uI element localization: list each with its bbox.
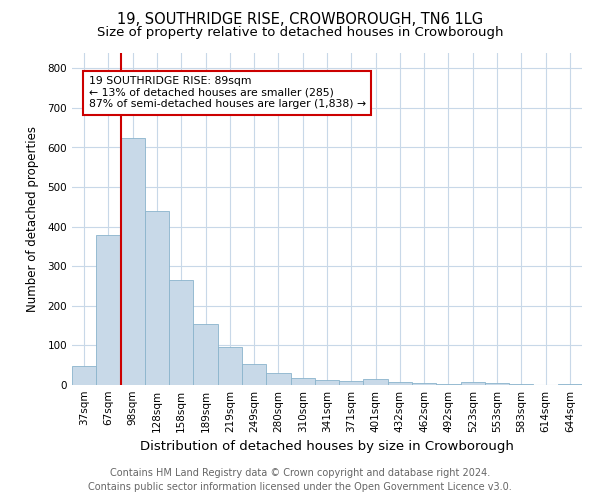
Text: Size of property relative to detached houses in Crowborough: Size of property relative to detached ho… — [97, 26, 503, 39]
Bar — [412, 384, 436, 385]
Bar — [364, 379, 388, 385]
Text: 19 SOUTHRIDGE RISE: 89sqm
← 13% of detached houses are smaller (285)
87% of semi: 19 SOUTHRIDGE RISE: 89sqm ← 13% of detac… — [89, 76, 365, 110]
X-axis label: Distribution of detached houses by size in Crowborough: Distribution of detached houses by size … — [140, 440, 514, 454]
Text: 19, SOUTHRIDGE RISE, CROWBOROUGH, TN6 1LG: 19, SOUTHRIDGE RISE, CROWBOROUGH, TN6 1L… — [117, 12, 483, 28]
Bar — [121, 138, 145, 385]
Bar — [193, 324, 218, 385]
Bar — [558, 384, 582, 385]
Bar — [509, 384, 533, 385]
Bar — [485, 384, 509, 385]
Bar — [266, 373, 290, 385]
Y-axis label: Number of detached properties: Number of detached properties — [26, 126, 39, 312]
Bar — [145, 211, 169, 385]
Bar — [461, 382, 485, 385]
Bar — [218, 348, 242, 385]
Bar — [339, 381, 364, 385]
Bar — [315, 380, 339, 385]
Bar — [169, 280, 193, 385]
Bar — [242, 364, 266, 385]
Bar — [96, 234, 121, 385]
Bar — [72, 366, 96, 385]
Bar — [290, 378, 315, 385]
Bar — [388, 382, 412, 385]
Text: Contains HM Land Registry data © Crown copyright and database right 2024.
Contai: Contains HM Land Registry data © Crown c… — [88, 468, 512, 492]
Bar — [436, 384, 461, 385]
